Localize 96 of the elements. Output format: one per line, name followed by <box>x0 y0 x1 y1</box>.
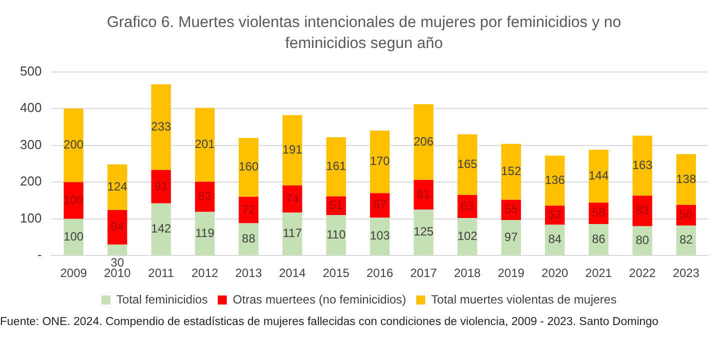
bar <box>588 150 608 203</box>
bar <box>414 210 434 256</box>
data-label: 84 <box>548 232 562 246</box>
data-label: 74 <box>286 191 300 206</box>
data-label: 124 <box>107 180 128 194</box>
x-tick-label: 2013 <box>235 266 262 280</box>
y-tick-label: 300 <box>20 136 42 152</box>
data-label: 67 <box>373 198 387 212</box>
y-tick-label: 500 <box>20 63 42 78</box>
bar <box>282 212 302 256</box>
x-tick-label: 2019 <box>498 266 525 280</box>
x-tick-label: 2018 <box>454 266 482 280</box>
data-label: 144 <box>588 168 609 183</box>
y-tick-label: 100 <box>20 210 42 226</box>
x-tick-label: 2012 <box>191 266 218 280</box>
x-tick-label: 2014 <box>278 266 306 280</box>
data-label: 80 <box>636 232 650 247</box>
y-tick-label: 200 <box>20 174 42 189</box>
chart-title: Grafico 6. Muertes violentas intencionales de mujeres por feminicidios y no feminicidios segun año <box>106 13 622 54</box>
data-label: 88 <box>242 231 256 246</box>
bar <box>282 115 302 186</box>
y-tick-label: 400 <box>20 100 42 116</box>
data-label: 72 <box>242 202 256 216</box>
bar <box>107 244 128 256</box>
bar <box>151 170 171 204</box>
bar <box>107 164 128 210</box>
data-label: 82 <box>198 189 212 204</box>
bar <box>545 156 565 206</box>
bar <box>151 84 171 170</box>
bar <box>501 220 521 256</box>
bar <box>632 136 652 196</box>
source-note: Fuente: ONE. 2024. Compendio de estadísticas de mujeres fallecidas con condiciones de violencia, 2009 - 2023. Santo Domingo <box>0 316 660 328</box>
data-label: 117 <box>282 226 302 240</box>
data-label: 119 <box>195 226 215 240</box>
data-label: 94 <box>110 220 124 234</box>
data-label: 102 <box>457 228 478 243</box>
data-label: 136 <box>544 172 566 187</box>
data-label: 233 <box>151 119 172 134</box>
bar <box>194 108 215 182</box>
x-tick-label: 2021 <box>585 266 612 280</box>
data-label: 103 <box>370 228 390 243</box>
data-label: 160 <box>238 160 259 174</box>
data-label: 138 <box>676 172 696 186</box>
bar <box>107 210 128 245</box>
x-tick-label: 2016 <box>366 266 394 280</box>
bar <box>238 196 258 224</box>
bar <box>326 215 346 256</box>
legend-label: Total feminicidios <box>116 292 208 306</box>
bar <box>238 138 258 197</box>
bar <box>64 108 84 182</box>
data-label: 191 <box>282 142 303 157</box>
bar <box>194 212 215 256</box>
bar <box>414 104 434 180</box>
data-label: 82 <box>679 232 694 247</box>
x-tick-label: 2022 <box>629 266 656 280</box>
data-label: 55 <box>504 202 518 216</box>
x-tick-label: 2011 <box>148 266 174 280</box>
data-label: 161 <box>326 159 346 174</box>
data-label: 56 <box>679 207 694 222</box>
data-label: 163 <box>632 158 653 172</box>
data-label: 63 <box>460 198 474 213</box>
data-label: 81 <box>416 187 431 202</box>
data-label: 125 <box>414 224 434 239</box>
bar <box>676 154 696 205</box>
data-label: 83 <box>636 203 650 218</box>
bar <box>501 144 521 200</box>
legend-label: Total muertes violentas de mujeres <box>431 292 617 306</box>
data-label: 52 <box>548 207 562 222</box>
bar <box>64 182 84 219</box>
data-label: 110 <box>326 227 346 242</box>
data-label: 142 <box>151 222 172 236</box>
bar <box>326 137 346 196</box>
bar <box>458 134 478 195</box>
data-label: 201 <box>194 137 216 152</box>
data-label: 51 <box>329 198 344 212</box>
bar <box>194 182 215 212</box>
data-label: 200 <box>64 138 84 152</box>
data-label: 152 <box>501 164 522 178</box>
data-label: 170 <box>370 154 390 168</box>
data-label: 206 <box>414 134 434 148</box>
data-label: 86 <box>592 232 606 246</box>
data-label: 97 <box>504 230 518 244</box>
bar <box>151 203 171 256</box>
bar <box>370 130 390 194</box>
legend-label: Otras muertees (no feminicidios) <box>232 292 406 306</box>
data-label: 100 <box>64 229 84 244</box>
data-label: 91 <box>154 178 168 193</box>
x-tick-label: 2020 <box>542 266 569 280</box>
x-tick-label: 2017 <box>410 266 438 280</box>
x-tick-label: 2023 <box>672 266 700 280</box>
data-label: 58 <box>592 206 606 220</box>
data-label: 100 <box>64 192 84 207</box>
x-tick-label: 2009 <box>60 266 88 280</box>
y-tick-label: - <box>37 247 42 262</box>
x-tick-label: 2015 <box>322 266 350 280</box>
data-label: 165 <box>457 156 478 171</box>
